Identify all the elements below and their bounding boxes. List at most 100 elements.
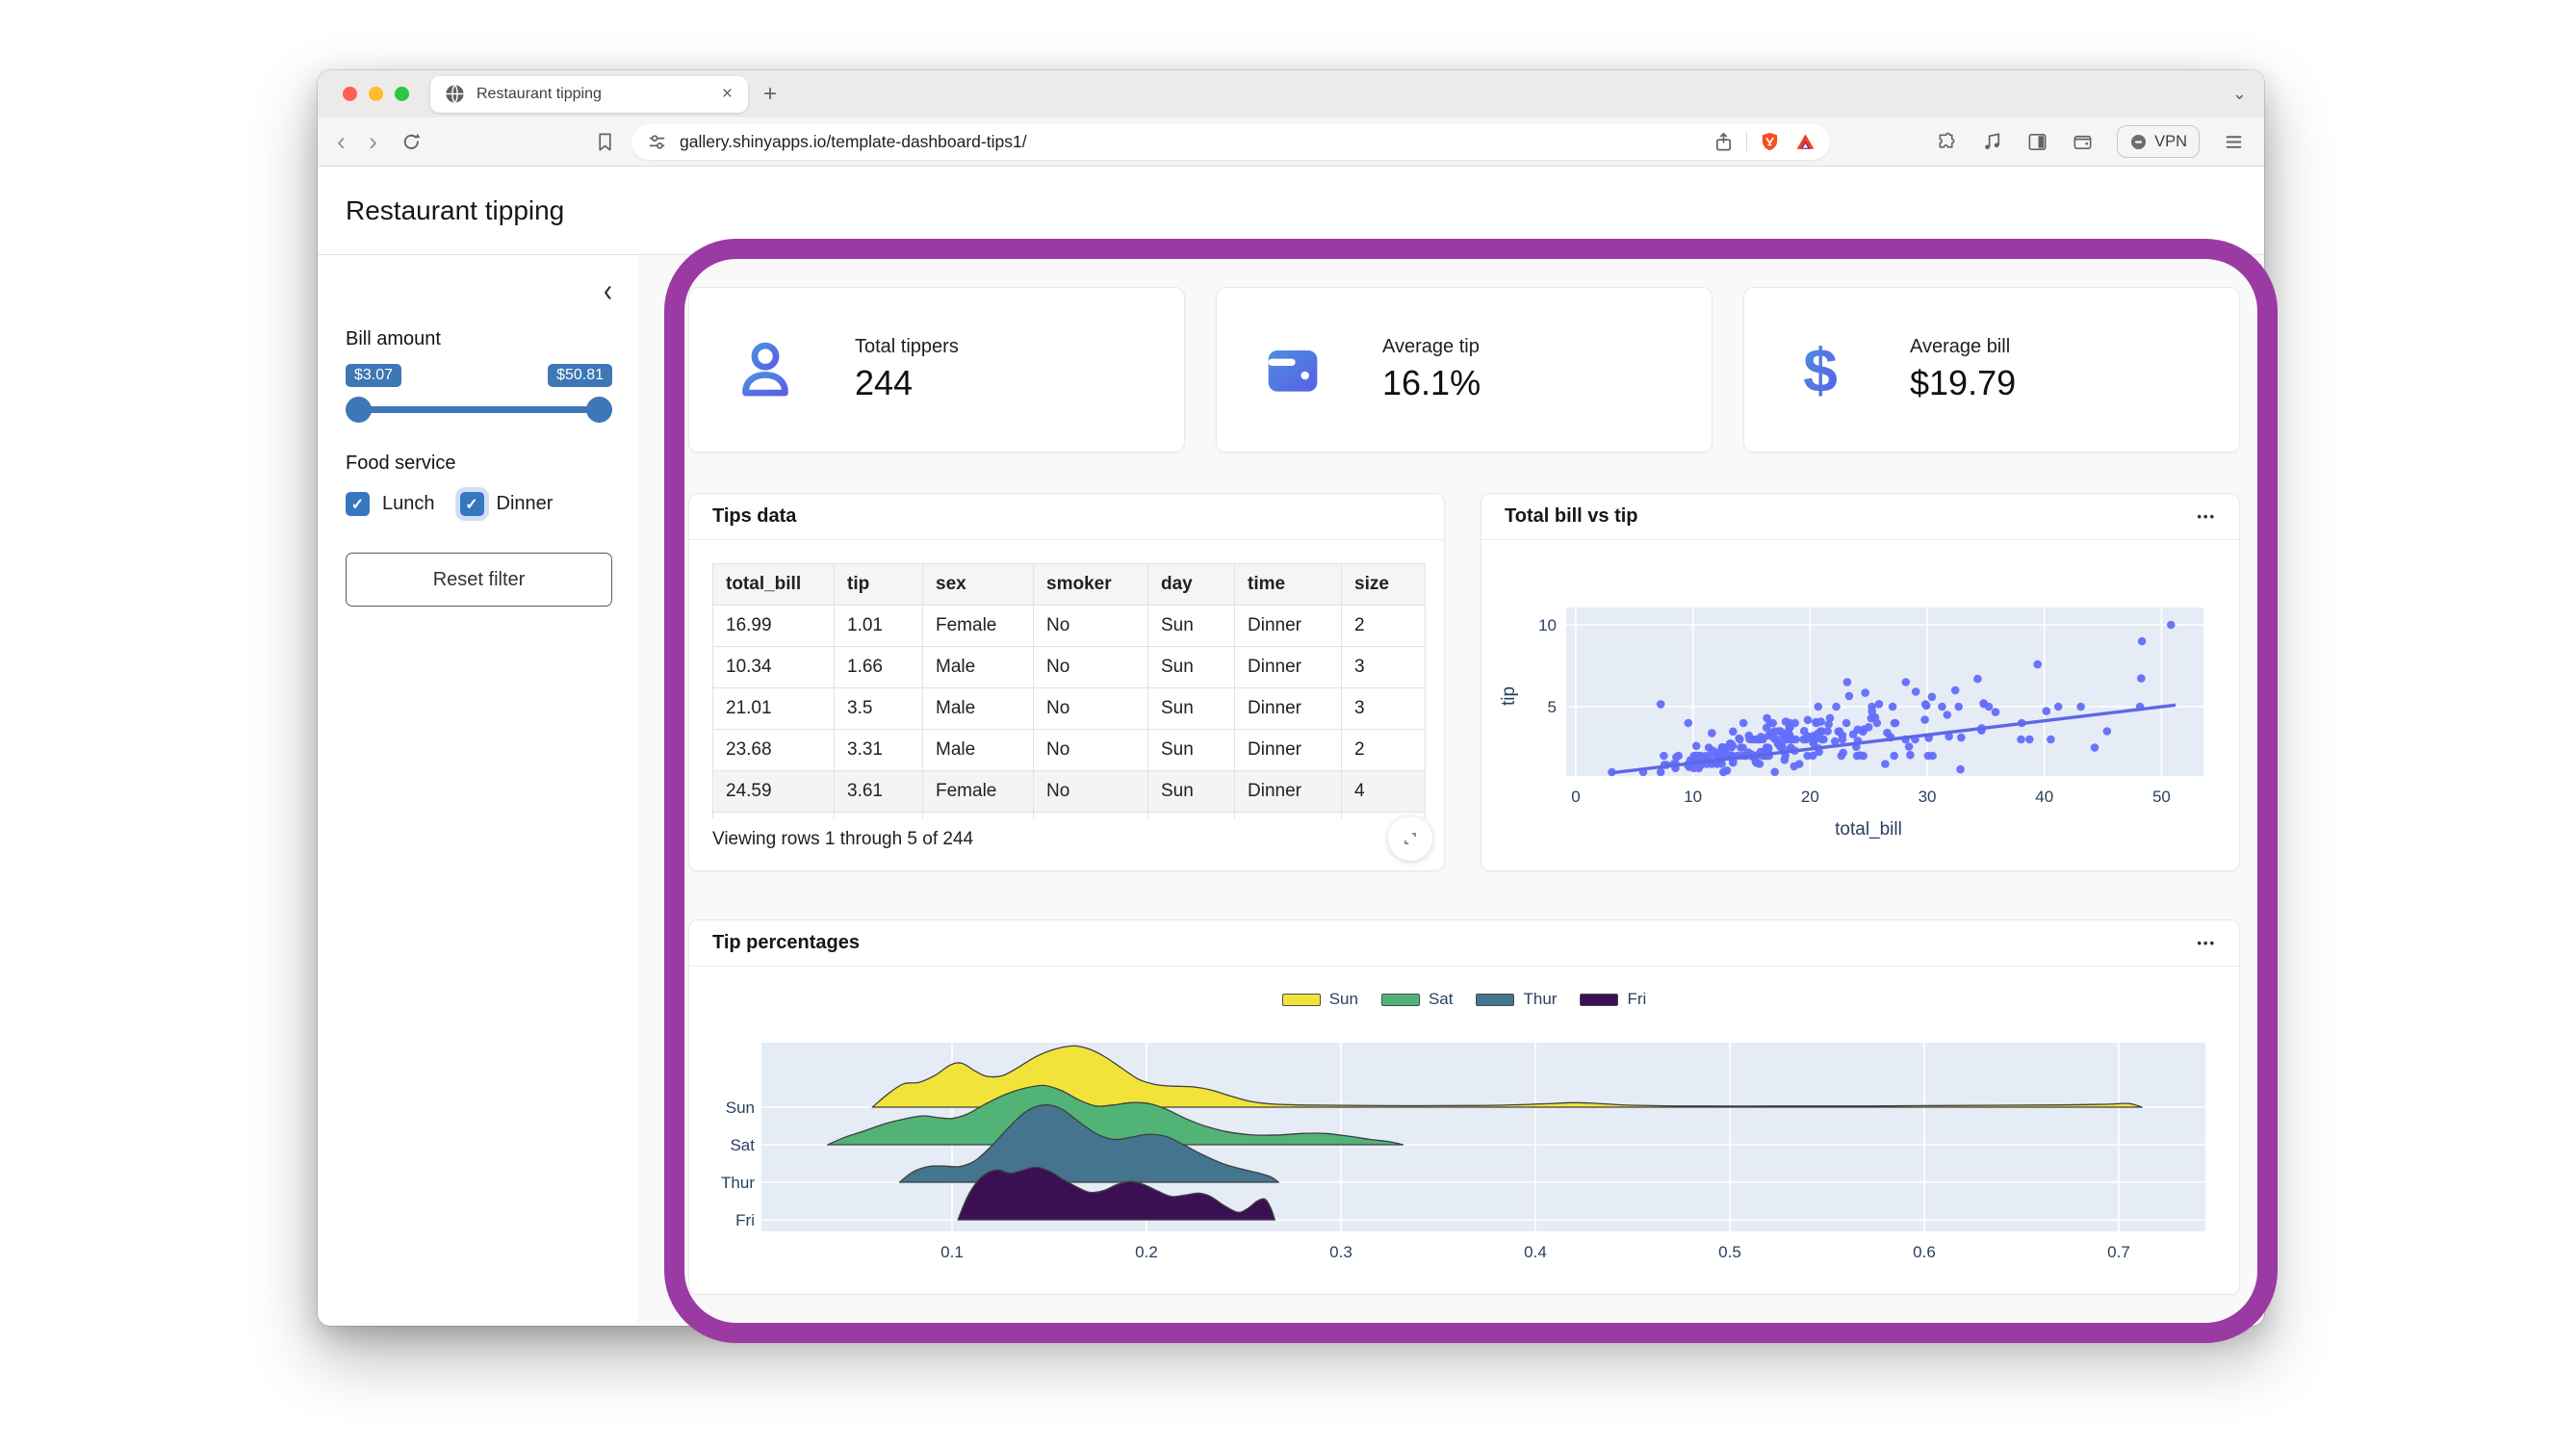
card-header: Tip percentages ••• bbox=[689, 920, 2239, 967]
table-row[interactable]: 10.34 1.66 Male No Sun Dinner 3 bbox=[712, 646, 1426, 688]
tab-search-chevron-icon[interactable]: ⌄ bbox=[2231, 84, 2247, 103]
card-menu-button[interactable]: ••• bbox=[2197, 936, 2216, 950]
globe-favicon-icon bbox=[446, 84, 464, 104]
value-box-average-tip: Average tip 16.1% bbox=[1216, 287, 1713, 452]
scatter-card: Total bill vs tip ••• 0 10 20 30 40 50 5 10 tota… bbox=[1481, 493, 2240, 871]
window-close-button[interactable] bbox=[343, 87, 357, 101]
svg-text:$: $ bbox=[1803, 339, 1838, 401]
bookmark-icon[interactable] bbox=[594, 131, 616, 153]
tips-data-card: Tips data total_bill tip sex smoker day time s… bbox=[688, 493, 1445, 871]
column-header: day bbox=[1147, 563, 1235, 606]
table-cell: No bbox=[1033, 770, 1148, 813]
site-permissions-icon[interactable] bbox=[646, 131, 668, 153]
bill-amount-label: Bill amount bbox=[346, 328, 441, 349]
svg-text:0: 0 bbox=[1571, 788, 1580, 806]
table-cell: No bbox=[1033, 729, 1148, 771]
url-text[interactable]: gallery.shinyapps.io/template-dashboard-… bbox=[680, 131, 1027, 151]
legend-label: Fri bbox=[1627, 990, 1647, 1008]
wallet-icon[interactable] bbox=[2072, 131, 2094, 153]
card-title: Tip percentages bbox=[712, 932, 861, 953]
svg-text:0.7: 0.7 bbox=[2107, 1243, 2130, 1261]
tips-table[interactable]: total_bill tip sex smoker day time size 16.99 1… bbox=[712, 563, 1426, 818]
category-label: Sat bbox=[730, 1136, 755, 1154]
forward-button[interactable]: › bbox=[369, 126, 377, 156]
wallet-icon bbox=[1268, 350, 1318, 392]
vpn-button[interactable]: VPN bbox=[2117, 125, 2200, 158]
table-row[interactable]: 24.59 3.61 Female No Sun Dinner 4 bbox=[712, 770, 1426, 813]
column-header: total_bill bbox=[712, 563, 835, 606]
table-row[interactable]: 23.68 3.31 Male No Sun Dinner 2 bbox=[712, 729, 1426, 771]
vpn-label: VPN bbox=[2154, 132, 2187, 150]
expand-button[interactable] bbox=[1388, 816, 1432, 861]
legend-item[interactable]: Fri bbox=[1580, 990, 1646, 1009]
table-cell: 3.31 bbox=[834, 729, 923, 771]
hamburger-menu-icon[interactable] bbox=[2223, 131, 2245, 153]
legend-label: Sun bbox=[1328, 990, 1358, 1008]
table-cell: Male bbox=[922, 646, 1034, 688]
slider-handle-min[interactable] bbox=[346, 397, 372, 423]
card-menu-button[interactable]: ••• bbox=[2197, 509, 2216, 524]
value-box-total-tippers: Total tippers 244 bbox=[688, 287, 1185, 452]
table-cell: 2 bbox=[1341, 605, 1426, 647]
value-box-title: Average bill bbox=[1910, 336, 2011, 357]
table-cell: 3 bbox=[1341, 646, 1426, 688]
sidebar-toggle-icon[interactable] bbox=[2026, 131, 2048, 153]
table-cell: Dinner bbox=[1234, 687, 1342, 730]
url-bar[interactable]: gallery.shinyapps.io/template-dashboard-… bbox=[631, 123, 1830, 160]
sidebar: ‹ Bill amount $3.07 $50.81 Food service … bbox=[318, 255, 637, 1325]
window-zoom-button[interactable] bbox=[395, 87, 409, 101]
plot-background bbox=[1566, 608, 2203, 776]
sidebar-collapse-button[interactable]: ‹ bbox=[604, 272, 612, 309]
legend-item[interactable]: Sat bbox=[1380, 990, 1453, 1009]
column-header: sex bbox=[922, 563, 1034, 606]
table-cell: Dinner bbox=[1234, 729, 1342, 771]
reload-button[interactable] bbox=[400, 131, 423, 153]
slider-handle-max[interactable] bbox=[586, 397, 612, 423]
new-tab-button[interactable]: + bbox=[763, 80, 778, 107]
table-cell: Sun bbox=[1147, 729, 1235, 771]
back-button[interactable]: ‹ bbox=[337, 126, 346, 156]
bat-rewards-icon[interactable] bbox=[1794, 131, 1816, 153]
share-icon[interactable] bbox=[1713, 131, 1735, 153]
dollar-icon: $ bbox=[1803, 339, 1838, 401]
svg-text:10: 10 bbox=[1684, 788, 1702, 806]
brave-shield-icon[interactable] bbox=[1759, 131, 1781, 153]
table-cell: Sun bbox=[1147, 770, 1235, 813]
tab-title: Restaurant tipping bbox=[477, 85, 602, 102]
extensions-icon[interactable] bbox=[1936, 131, 1958, 153]
svg-text:30: 30 bbox=[1919, 788, 1937, 806]
ridge-thur bbox=[898, 1103, 1280, 1183]
slider-max-value: $50.81 bbox=[548, 364, 612, 387]
card-title: Total bill vs tip bbox=[1505, 505, 1638, 527]
table-cell: 1.01 bbox=[834, 605, 923, 647]
window-controls bbox=[343, 87, 409, 101]
table-cell: 3 bbox=[1341, 687, 1426, 730]
table-row[interactable]: 16.99 1.01 Female No Sun Dinner 2 bbox=[712, 605, 1426, 647]
table-cell: Dinner bbox=[1234, 646, 1342, 688]
svg-text:40: 40 bbox=[2035, 788, 2053, 806]
food-service-label: Food service bbox=[346, 452, 456, 474]
checkbox-dinner-label[interactable]: Dinner bbox=[496, 493, 554, 514]
legend-item[interactable]: Sun bbox=[1281, 990, 1358, 1009]
svg-text:0.6: 0.6 bbox=[1913, 1243, 1936, 1261]
ridge-sun bbox=[871, 1045, 2143, 1108]
window-minimize-button[interactable] bbox=[369, 87, 383, 101]
scatter-plot: 0 10 20 30 40 50 5 10 total_bill tip bbox=[1499, 608, 2203, 840]
browser-toolbar: ‹ › gallery.shinyapps.io/template-dashbo… bbox=[318, 117, 2264, 167]
tab-close-icon[interactable]: × bbox=[721, 84, 733, 104]
table-cell: Sun bbox=[1147, 687, 1235, 730]
table-row[interactable]: 21.01 3.5 Male No Sun Dinner 3 bbox=[712, 687, 1426, 730]
table-cell: 23.68 bbox=[712, 729, 835, 771]
bill-amount-slider[interactable]: $3.07 $50.81 bbox=[346, 364, 612, 424]
svg-text:5: 5 bbox=[1548, 698, 1557, 716]
media-icon[interactable] bbox=[1981, 131, 2003, 153]
reset-filter-button[interactable]: Reset filter bbox=[346, 553, 612, 607]
checkbox-lunch-label[interactable]: Lunch bbox=[382, 493, 435, 514]
legend-swatch bbox=[1476, 993, 1515, 1006]
slider-selection-bar bbox=[357, 406, 600, 413]
browser-tab[interactable]: Restaurant tipping × bbox=[430, 75, 748, 113]
legend-item[interactable]: Thur bbox=[1476, 990, 1557, 1009]
svg-text:0.1: 0.1 bbox=[940, 1243, 964, 1261]
checkbox-dinner[interactable]: ✓ bbox=[459, 492, 484, 516]
checkbox-lunch[interactable]: ✓ bbox=[346, 492, 370, 516]
